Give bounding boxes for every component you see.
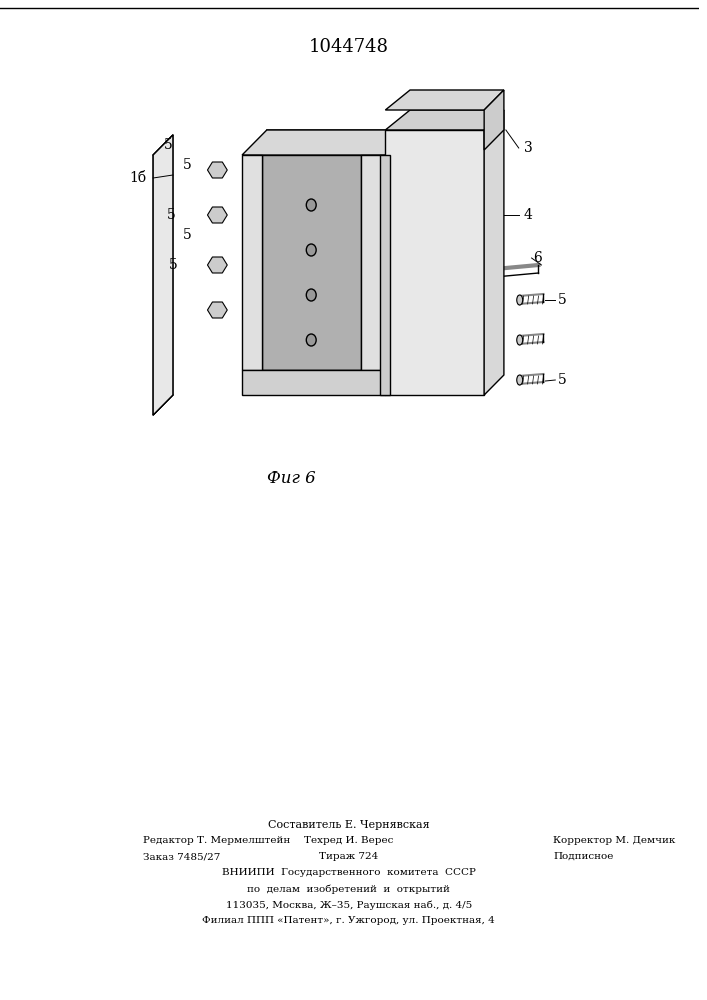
Text: по  делам  изобретений  и  открытий: по делам изобретений и открытий — [247, 884, 450, 894]
Polygon shape — [207, 302, 227, 318]
Text: Фиг 6: Фиг 6 — [267, 470, 316, 487]
Polygon shape — [242, 370, 385, 395]
Text: Заказ 7485/27: Заказ 7485/27 — [144, 852, 221, 861]
Text: 3: 3 — [524, 141, 532, 155]
Polygon shape — [207, 257, 227, 273]
Ellipse shape — [517, 335, 522, 345]
Ellipse shape — [428, 306, 442, 324]
Polygon shape — [153, 135, 173, 415]
Text: 4: 4 — [524, 208, 532, 222]
Polygon shape — [484, 110, 504, 395]
Ellipse shape — [306, 289, 316, 301]
Text: Техред И. Верес: Техред И. Верес — [304, 836, 394, 845]
Text: 5: 5 — [559, 293, 567, 307]
Text: Корректор М. Демчик: Корректор М. Демчик — [554, 836, 676, 845]
Text: Подписное: Подписное — [554, 852, 614, 861]
Text: 5: 5 — [559, 373, 567, 387]
Ellipse shape — [481, 267, 489, 281]
Text: ВНИИПИ  Государственного  комитета  СССР: ВНИИПИ Государственного комитета СССР — [222, 868, 476, 877]
Ellipse shape — [517, 295, 522, 305]
Text: 1044748: 1044748 — [309, 38, 389, 56]
Ellipse shape — [436, 115, 453, 125]
Text: 113035, Москва, Ж–35, Раушская наб., д. 4/5: 113035, Москва, Ж–35, Раушская наб., д. … — [226, 900, 472, 910]
Text: Филиал ППП «Патент», г. Ужгород, ул. Проектная, 4: Филиал ППП «Патент», г. Ужгород, ул. Про… — [202, 916, 495, 925]
Polygon shape — [242, 130, 410, 155]
Ellipse shape — [428, 261, 442, 279]
Polygon shape — [380, 155, 390, 395]
Ellipse shape — [306, 199, 316, 211]
Polygon shape — [262, 370, 361, 390]
Polygon shape — [385, 90, 504, 110]
Text: Составитель Е. Чернявская: Составитель Е. Чернявская — [268, 820, 430, 830]
Polygon shape — [207, 162, 227, 178]
Text: 5: 5 — [183, 228, 192, 242]
Text: 5: 5 — [183, 158, 192, 172]
Text: Тираж 724: Тираж 724 — [319, 852, 378, 861]
Text: 5: 5 — [167, 208, 175, 222]
Polygon shape — [153, 135, 173, 415]
Ellipse shape — [404, 161, 426, 189]
Polygon shape — [242, 155, 262, 370]
Text: Редактор Т. Мермелштейн: Редактор Т. Мермелштейн — [144, 836, 291, 845]
Polygon shape — [484, 90, 504, 150]
Text: 1б: 1б — [129, 171, 146, 185]
Polygon shape — [262, 130, 385, 155]
Polygon shape — [361, 155, 385, 370]
Polygon shape — [385, 130, 484, 395]
Ellipse shape — [428, 346, 442, 364]
Text: 5: 5 — [168, 258, 177, 272]
Polygon shape — [207, 207, 227, 223]
Polygon shape — [385, 110, 504, 130]
Ellipse shape — [306, 334, 316, 346]
Text: 5: 5 — [163, 138, 173, 152]
Polygon shape — [262, 155, 361, 370]
Ellipse shape — [428, 221, 442, 239]
Ellipse shape — [443, 161, 465, 189]
Text: 6: 6 — [534, 251, 542, 265]
Ellipse shape — [306, 244, 316, 256]
Ellipse shape — [517, 375, 522, 385]
